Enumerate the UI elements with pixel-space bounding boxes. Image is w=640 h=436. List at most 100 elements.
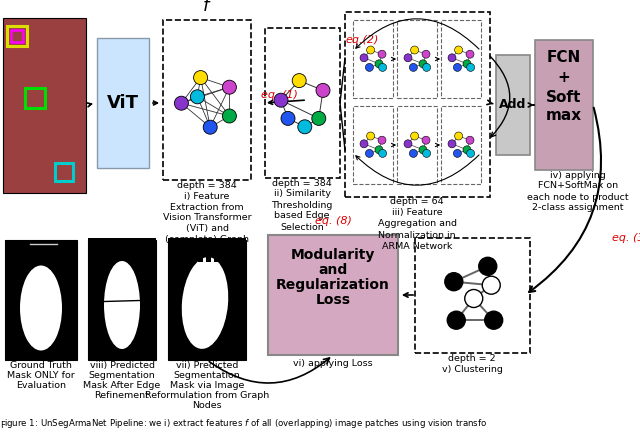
Circle shape (411, 46, 419, 54)
Bar (182, 256, 187, 262)
Bar (397, 106, 437, 184)
Bar (11, 30, 23, 42)
Text: iii) Feature: iii) Feature (392, 208, 442, 218)
Text: each node to product: each node to product (527, 193, 629, 201)
Circle shape (378, 136, 386, 144)
Text: Segmentation: Segmentation (173, 371, 241, 379)
Circle shape (466, 136, 474, 144)
Circle shape (445, 272, 463, 291)
Bar (97, 38, 149, 168)
Circle shape (453, 63, 461, 72)
Bar (441, 106, 481, 184)
Circle shape (465, 290, 483, 307)
Text: (complete) Graph: (complete) Graph (165, 235, 249, 245)
Circle shape (316, 83, 330, 97)
Text: ViT: ViT (107, 94, 139, 112)
Text: Ground Truth: Ground Truth (10, 361, 72, 369)
Text: depth = 64: depth = 64 (390, 198, 444, 207)
Text: Loss: Loss (316, 293, 351, 307)
Bar (5, 240, 77, 264)
Circle shape (422, 136, 430, 144)
Circle shape (281, 112, 295, 126)
Bar (353, 20, 393, 98)
Circle shape (447, 311, 465, 329)
Text: $f$: $f$ (202, 0, 212, 15)
Bar (535, 40, 593, 170)
Text: viii) Predicted: viii) Predicted (90, 361, 154, 369)
Bar (415, 238, 530, 353)
Text: eq. (8): eq. (8) (315, 216, 351, 226)
Bar (206, 256, 211, 262)
Circle shape (298, 120, 312, 134)
Text: Mask ONLY for: Mask ONLY for (7, 371, 75, 379)
Text: Formulation: Formulation (179, 246, 236, 255)
Text: eq. (3): eq. (3) (612, 233, 640, 243)
Text: Normalization in: Normalization in (378, 231, 456, 239)
Circle shape (463, 146, 471, 154)
Text: 2-class assignment: 2-class assignment (532, 204, 624, 212)
Text: ii) Similarity: ii) Similarity (273, 190, 330, 198)
Bar (353, 106, 393, 184)
Bar (214, 256, 219, 262)
Circle shape (375, 146, 383, 154)
Bar (265, 28, 340, 178)
Circle shape (479, 257, 497, 275)
Text: eq. (1): eq. (1) (260, 90, 298, 100)
Text: Extraction from: Extraction from (170, 202, 244, 211)
Text: vi) applying Loss: vi) applying Loss (293, 358, 373, 368)
Text: igure 1: UnSegArmaNet Pipeline: we i) extract features $f$ of all (overlapping) : igure 1: UnSegArmaNet Pipeline: we i) ex… (4, 417, 487, 430)
Text: +: + (557, 71, 570, 85)
Text: vii) Predicted: vii) Predicted (176, 361, 238, 369)
Bar (55, 163, 73, 181)
Text: FCN: FCN (547, 51, 581, 65)
Bar (190, 256, 195, 262)
Text: Soft: Soft (547, 91, 582, 106)
Circle shape (365, 63, 373, 72)
Circle shape (448, 140, 456, 148)
Text: and: and (318, 263, 348, 277)
Bar (174, 256, 179, 262)
Circle shape (204, 120, 217, 134)
Circle shape (483, 276, 500, 294)
Circle shape (379, 63, 387, 72)
Text: Aggregation and: Aggregation and (378, 219, 456, 228)
Circle shape (411, 132, 419, 140)
Circle shape (463, 60, 471, 68)
Circle shape (223, 80, 236, 94)
Text: Refinement: Refinement (95, 391, 149, 399)
Bar (198, 256, 203, 262)
Bar (397, 20, 437, 98)
Bar (5, 240, 77, 360)
Text: (ViT) and: (ViT) and (186, 225, 228, 234)
Circle shape (223, 109, 236, 123)
Circle shape (379, 150, 387, 157)
Circle shape (448, 54, 456, 62)
Text: depth = 384: depth = 384 (177, 181, 237, 190)
Circle shape (378, 50, 386, 58)
Bar (441, 20, 481, 98)
Bar (7, 26, 27, 46)
Circle shape (422, 63, 431, 72)
Bar (345, 12, 490, 197)
Circle shape (410, 63, 417, 72)
Circle shape (375, 60, 383, 68)
Circle shape (312, 112, 326, 126)
Circle shape (274, 93, 288, 107)
Circle shape (453, 150, 461, 157)
Circle shape (360, 140, 368, 148)
Circle shape (367, 46, 374, 54)
Text: Vision Transformer: Vision Transformer (163, 214, 252, 222)
Text: F: F (0, 421, 5, 430)
Circle shape (466, 50, 474, 58)
Text: FCN+SoftMax on: FCN+SoftMax on (538, 181, 618, 191)
Circle shape (422, 50, 430, 58)
Text: depth = 384: depth = 384 (272, 178, 332, 187)
Text: max: max (546, 108, 582, 123)
Circle shape (467, 63, 475, 72)
Circle shape (410, 150, 417, 157)
Circle shape (467, 150, 475, 157)
Circle shape (404, 140, 412, 148)
Text: ARMA Network: ARMA Network (382, 242, 452, 251)
Text: Segmentation: Segmentation (88, 371, 156, 379)
Bar (496, 55, 530, 155)
